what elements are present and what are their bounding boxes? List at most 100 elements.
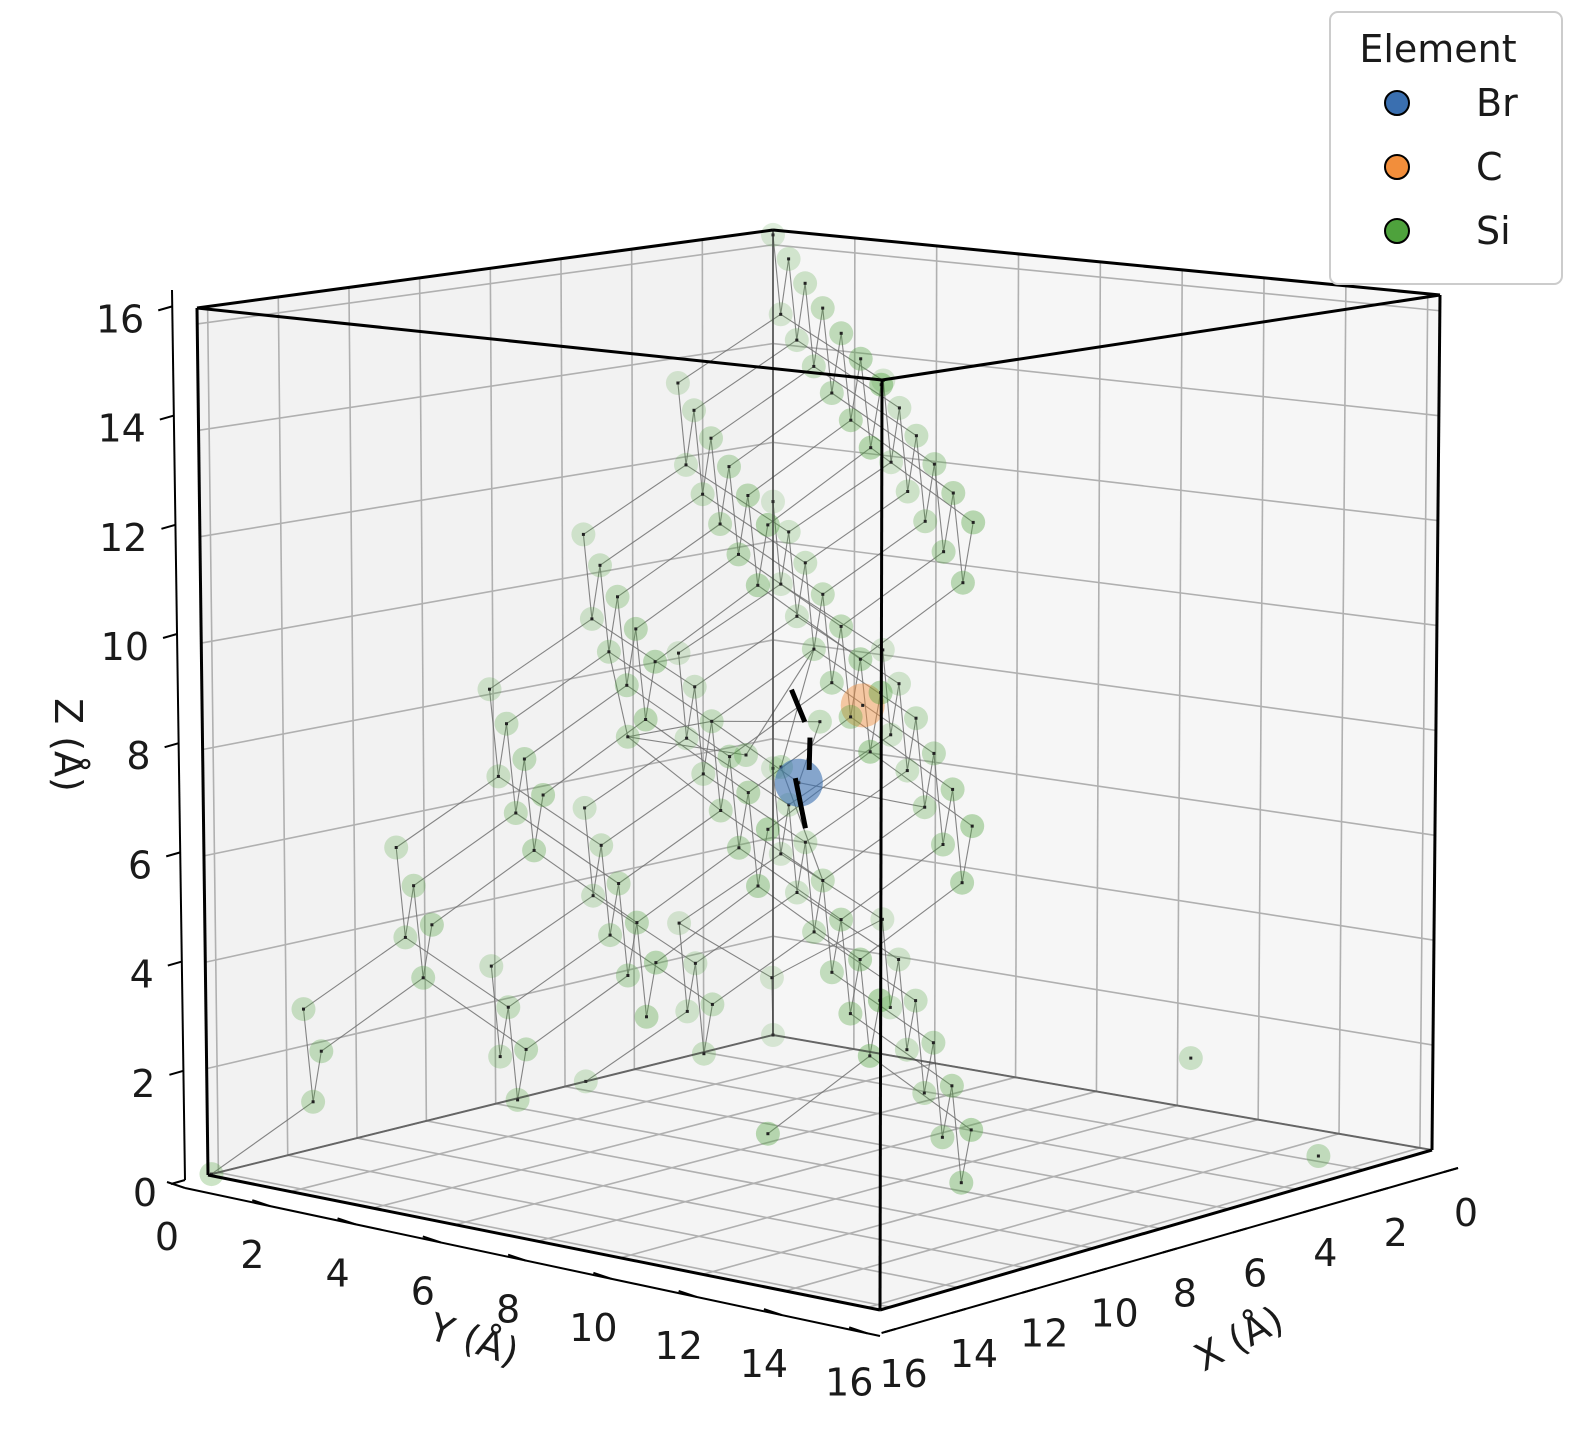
z-axis-label: Z (Å)	[46, 698, 90, 792]
grid-line	[620, 1104, 1178, 1259]
bond-line	[757, 584, 861, 660]
x-axis-label: X (Å)	[1187, 1297, 1290, 1380]
atom-marker	[861, 703, 865, 707]
legend: Element Br C Si	[1329, 11, 1563, 285]
bond-line	[654, 584, 759, 663]
bond-line	[523, 758, 535, 851]
bond-line	[788, 461, 892, 533]
atom-marker	[617, 882, 621, 885]
grid-line	[701, 239, 705, 1053]
atom-marker	[302, 1007, 305, 1011]
atom-marker	[505, 722, 508, 726]
box-edge	[772, 228, 1441, 297]
atom-marker	[941, 843, 945, 846]
atom-marker	[626, 974, 630, 977]
z-tick-mark	[157, 305, 173, 312]
bond-line	[702, 773, 806, 843]
grid-line	[290, 1048, 855, 1193]
grid-line	[772, 540, 1438, 627]
bond-line	[404, 885, 415, 938]
atom-marker	[922, 1091, 926, 1095]
z-tick-mark	[161, 523, 176, 530]
atom-marker	[702, 1052, 706, 1056]
bond-line	[627, 922, 638, 976]
y-tick-mark	[422, 1235, 442, 1244]
atom-marker	[737, 552, 740, 556]
bond-line	[831, 333, 842, 394]
atom-marker	[959, 1181, 963, 1185]
x-tick-label: 6	[1243, 1251, 1267, 1295]
bond-line	[712, 931, 815, 1005]
atom-marker	[839, 624, 843, 628]
bond-line	[849, 959, 861, 1014]
atom-marker	[770, 976, 774, 980]
atom-marker	[766, 827, 770, 831]
bond-line	[498, 775, 602, 846]
legend-marker-br	[1384, 90, 1410, 116]
atom-marker	[821, 306, 825, 310]
grid-line	[495, 1102, 1162, 1230]
bond-line	[822, 308, 833, 394]
bond-line	[780, 531, 790, 585]
atom-marker	[779, 312, 783, 316]
atom-marker	[506, 1005, 510, 1009]
grid-line	[772, 244, 1440, 312]
atom-marker	[766, 523, 770, 527]
atom-marker	[710, 1002, 714, 1006]
bond-line	[881, 919, 891, 1008]
x-tick-label: 16	[879, 1352, 927, 1396]
bond-line	[859, 959, 871, 1056]
bond-line	[515, 758, 525, 814]
z-tick-label: 12	[99, 516, 147, 560]
grid-line	[202, 639, 774, 751]
grid-line	[197, 244, 774, 325]
atom-marker	[897, 682, 901, 686]
atom-marker	[931, 1041, 935, 1045]
bond-line	[796, 283, 806, 341]
x-tick-label: 12	[1020, 1312, 1068, 1356]
bond-line	[635, 553, 739, 630]
atom-marker	[905, 769, 909, 773]
atom-marker	[803, 281, 807, 285]
bond-line	[488, 689, 499, 777]
bond-line	[497, 723, 508, 777]
atom-marker	[970, 824, 974, 828]
bond-line	[952, 789, 963, 883]
grid-line	[703, 1051, 1365, 1171]
z-tick-label: 4	[130, 953, 154, 997]
grid-line	[853, 237, 856, 1050]
grid-line	[1257, 277, 1265, 1120]
z-tick-label: 6	[128, 843, 152, 887]
bond-line	[831, 626, 842, 683]
bond-line	[686, 686, 696, 739]
bond-line	[617, 523, 721, 598]
atom-marker	[737, 846, 741, 850]
bond-line	[627, 736, 722, 811]
box-edge	[196, 228, 774, 310]
y-tick-mark	[593, 1271, 612, 1280]
y-tick-mark	[337, 1217, 356, 1226]
y-tick-label: 8	[496, 1288, 520, 1332]
bond-line	[850, 419, 954, 494]
atom-marker	[744, 753, 748, 757]
bond-line	[599, 493, 703, 566]
bond-line	[592, 845, 602, 896]
grid-line	[772, 836, 1435, 941]
bond-line	[870, 447, 974, 523]
atom-marker	[766, 1132, 770, 1136]
bond-line	[813, 308, 824, 367]
bond-line	[422, 924, 433, 978]
grid-line	[426, 1120, 1094, 1249]
bond-line	[686, 963, 696, 1012]
atom-marker	[693, 685, 697, 689]
bond-line	[860, 582, 964, 660]
grid-line	[772, 342, 1439, 417]
y-tick-mark	[678, 1290, 697, 1298]
atom-marker	[1189, 1056, 1193, 1060]
bond-line	[745, 648, 815, 756]
bond-line	[694, 615, 798, 688]
atom-marker	[489, 964, 493, 968]
z-tick-mark	[167, 960, 183, 967]
bond-line	[822, 880, 833, 973]
bond-line	[711, 721, 722, 811]
